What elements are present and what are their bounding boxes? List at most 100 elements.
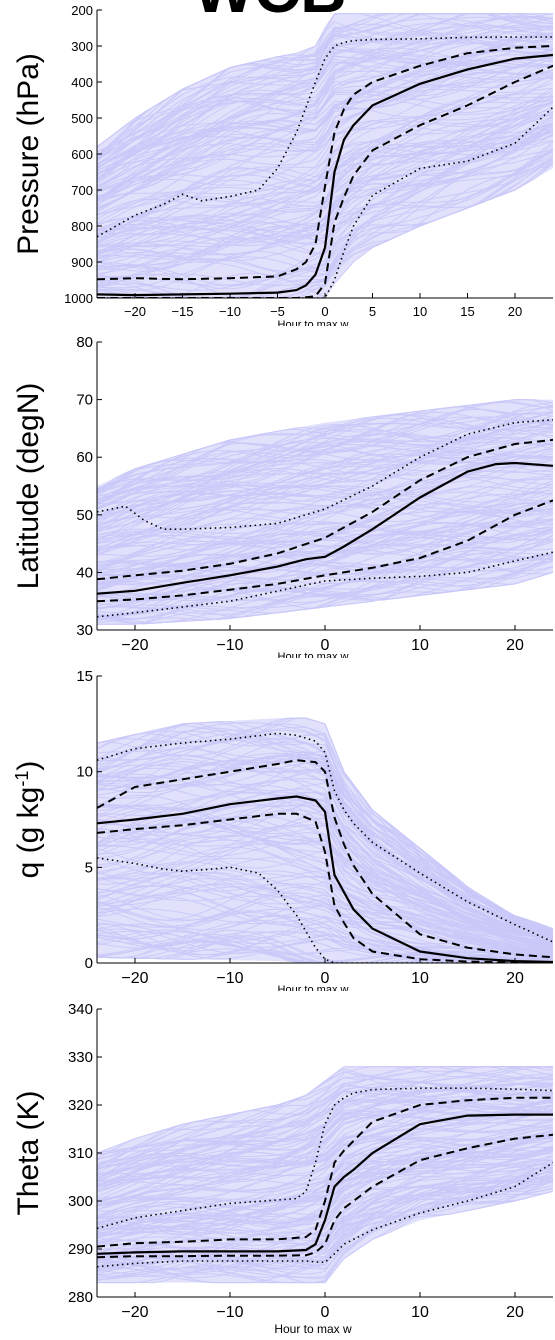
percentile-line	[97, 551, 553, 618]
trajectory-line	[97, 22, 553, 167]
trajectory-line	[97, 1188, 553, 1281]
trajectory-line	[97, 936, 553, 963]
trajectory-line	[97, 1135, 553, 1225]
trajectory-line	[97, 1081, 553, 1171]
trajectory-line	[97, 411, 553, 506]
trajectory-line	[97, 1077, 553, 1178]
plot-area	[97, 399, 553, 625]
trajectory-line	[97, 472, 553, 543]
trajectory-line	[97, 540, 553, 609]
trajectory-line	[97, 794, 553, 941]
quartile-line	[97, 759, 553, 959]
trajectory-line	[97, 892, 553, 954]
trajectory-line	[97, 552, 553, 607]
quartile-line	[97, 1096, 553, 1248]
trajectory-line	[97, 154, 553, 285]
trajectory-line	[97, 507, 553, 571]
median-line	[97, 53, 553, 297]
trajectory-line	[97, 96, 553, 227]
x-tick-label: 15	[460, 304, 474, 319]
quartile-line	[97, 812, 553, 963]
trajectory-line	[97, 541, 553, 598]
trajectory-line	[97, 931, 553, 961]
trajectory-line	[97, 483, 553, 550]
trajectory-line	[97, 129, 553, 260]
trajectory-line	[97, 843, 553, 949]
trajectory-line	[97, 878, 553, 956]
y-tick-label: 30	[76, 622, 93, 639]
plot-area	[97, 1066, 553, 1284]
y-tick-label: 400	[71, 75, 93, 90]
trajectory-line	[97, 133, 553, 263]
trajectory-line	[97, 725, 553, 933]
y-tick-label: 600	[71, 147, 93, 162]
x-tick-label: −10	[219, 304, 241, 319]
trajectory-line	[97, 87, 553, 225]
y-tick-label: 40	[76, 564, 93, 581]
trajectory-line	[97, 40, 553, 190]
trajectory-line	[97, 832, 553, 946]
percentile-line	[97, 1161, 553, 1268]
trajectory-line	[97, 1099, 553, 1203]
trajectory-line	[97, 447, 553, 528]
trajectory-line	[97, 553, 553, 609]
trajectory-line	[97, 78, 553, 206]
trajectory-line	[97, 1136, 553, 1236]
y-tick-label: 0	[85, 955, 93, 972]
y-tick-label: 320	[68, 1097, 93, 1114]
trajectory-line	[97, 401, 553, 500]
y-tick-label: 900	[71, 255, 93, 270]
trajectory-line	[97, 1190, 553, 1284]
trajectory-line	[97, 476, 553, 549]
trajectory-line	[97, 557, 553, 610]
trajectory-line	[97, 127, 553, 256]
trajectory-line	[97, 418, 553, 501]
trajectory-line	[97, 1077, 553, 1170]
x-tick-label: 10	[411, 1304, 429, 1321]
y-tick-label: 300	[71, 39, 93, 54]
x-tick-label: 5	[369, 304, 376, 319]
trajectory-line	[97, 1150, 553, 1239]
y-tick-label: 330	[68, 1049, 93, 1066]
trajectory-line	[97, 13, 553, 148]
x-tick-label: −20	[121, 1304, 148, 1321]
trajectory-line	[97, 1066, 553, 1168]
quartile-line	[97, 499, 553, 603]
trajectory-line	[97, 1105, 553, 1193]
x-tick-label: −10	[216, 970, 243, 987]
x-tick-label: 10	[411, 637, 429, 654]
trajectory-line	[97, 530, 553, 590]
trajectory-line	[97, 131, 553, 267]
trajectory-line	[97, 475, 553, 551]
trajectory-line	[97, 124, 553, 266]
trajectory-ensemble	[97, 13, 553, 298]
panel-1: 200 300 400 500 600 700 800 900 1000 −20 −15 −10 −5 0…	[12, 3, 553, 346]
trajectory-line	[97, 13, 553, 159]
x-tick-label: 20	[506, 970, 524, 987]
trajectory-line	[97, 905, 553, 956]
panel-gap	[97, 658, 553, 678]
trajectory-line	[97, 1178, 553, 1284]
trajectory-line	[97, 761, 553, 935]
trajectory-line	[97, 17, 553, 162]
trajectory-line	[97, 405, 553, 491]
y-tick-label: 800	[71, 219, 93, 234]
median-line	[97, 461, 553, 595]
trajectory-line	[97, 1167, 553, 1278]
trajectory-line	[97, 1139, 553, 1226]
trajectory-line	[97, 44, 553, 181]
x-tick-label: 10	[413, 304, 427, 319]
trajectory-line	[97, 100, 553, 231]
percentile-line	[97, 732, 553, 943]
trajectory-line	[97, 1070, 553, 1166]
trajectory-line	[97, 1085, 553, 1170]
trajectory-line	[97, 60, 553, 200]
trajectory-line	[97, 908, 553, 958]
trajectory-line	[97, 824, 553, 944]
trajectory-line	[97, 857, 553, 951]
trajectory-line	[97, 473, 553, 556]
trajectory-line	[97, 456, 553, 536]
y-axis-label: Latitude (degN)	[12, 383, 45, 590]
